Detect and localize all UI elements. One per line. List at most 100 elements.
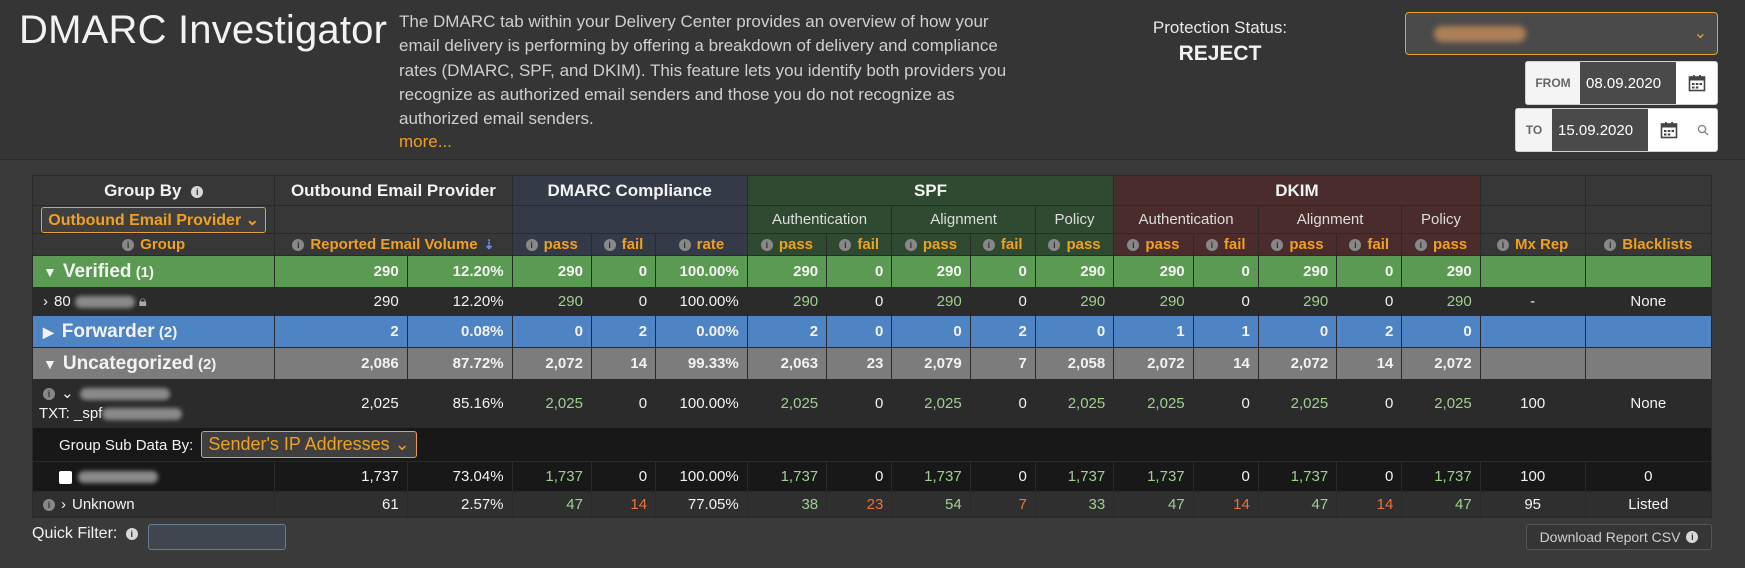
triangle-down-icon[interactable]: ▼	[43, 263, 57, 280]
group-by-header: Group By i	[31, 175, 276, 206]
dkim-authentication-header: Authentication	[1113, 205, 1259, 234]
mx-rep-header[interactable]: i Mx Rep	[1479, 233, 1586, 256]
info-icon[interactable]: i	[1127, 239, 1140, 251]
dmarc-pass-cell: 290	[511, 287, 592, 316]
dmarc-pass-cell: 1,737	[511, 461, 592, 492]
info-icon[interactable]: i	[43, 499, 55, 511]
chevron-right-icon[interactable]: ›	[43, 293, 48, 310]
group-name-cell[interactable]: ▼ Uncategorized (2)	[31, 347, 276, 380]
info-icon[interactable]: i	[760, 239, 773, 251]
fail-label: fail	[1000, 236, 1023, 253]
mx-rep-cell	[1479, 255, 1586, 288]
group-name-cell[interactable]: ▼ Verified (1)	[31, 255, 276, 288]
to-date-picker[interactable]: TO 15.09.2020	[1515, 108, 1718, 152]
info-icon[interactable]: i	[1271, 239, 1284, 251]
info-icon[interactable]: i	[525, 239, 538, 251]
info-icon[interactable]: i	[1414, 239, 1427, 251]
sub-group-select[interactable]: Sender's IP Addresses ⌄	[201, 431, 417, 458]
search-icon[interactable]	[1689, 109, 1717, 151]
dkim-auth-fail-cell: 0	[1192, 379, 1259, 428]
dkim-policy-pass-cell: 0	[1401, 315, 1481, 348]
info-icon[interactable]: i	[125, 528, 138, 540]
info-icon[interactable]: i	[982, 239, 995, 251]
download-csv-button[interactable]: Download Report CSV i	[1526, 524, 1712, 550]
dmarc-fail-cell: 2	[590, 315, 657, 348]
table-row[interactable]: i › Unknown 61 2.57% 47 14 77.05% 38 23 54…	[31, 491, 1713, 518]
group-row-verified[interactable]: ▼ Verified (1) 290 12.20% 290 0 100.00% 2…	[31, 255, 1713, 288]
spf-auth-fail-cell: 23	[826, 491, 893, 518]
volume-column-header[interactable]: i Reported Email Volume ⇣	[274, 233, 513, 256]
spf-auth-pass-cell: 1,737	[746, 461, 828, 492]
from-date-picker[interactable]: FROM 08.09.2020	[1525, 61, 1718, 105]
more-link[interactable]: more...	[399, 132, 452, 151]
chevron-down-icon: ⌄	[1693, 25, 1707, 42]
spf-align-fail-header[interactable]: i fail	[969, 233, 1036, 256]
dmarc-rate-cell: 99.33%	[655, 347, 748, 380]
from-date-input[interactable]: 08.09.2020	[1580, 62, 1676, 104]
dkim-align-pass-header[interactable]: i pass	[1257, 233, 1338, 256]
dmarc-pass-header[interactable]: i pass	[511, 233, 592, 256]
dkim-auth-fail-header[interactable]: i fail	[1192, 233, 1259, 256]
info-icon[interactable]: i	[1205, 239, 1218, 251]
info-icon[interactable]: i	[839, 239, 852, 251]
volume-column-label: Reported Email Volume	[310, 236, 478, 253]
ip-address-cell[interactable]	[31, 461, 276, 492]
group-by-select[interactable]: Outbound Email Provider ⌄	[41, 206, 267, 233]
info-icon[interactable]: i	[292, 239, 305, 251]
spf-auth-fail-cell: 0	[826, 315, 893, 348]
triangle-right-icon[interactable]: ▶	[43, 323, 54, 340]
pass-label: pass	[543, 236, 578, 253]
info-icon[interactable]: i	[43, 387, 55, 400]
blacklists-header[interactable]: i Blacklists	[1584, 233, 1713, 256]
info-icon[interactable]: i	[122, 239, 135, 251]
spf-align-fail-cell: 7	[969, 491, 1036, 518]
group-name-cell[interactable]: ▶ Forwarder (2)	[31, 315, 276, 348]
dmarc-rate-header[interactable]: i rate	[655, 233, 748, 256]
spf-auth-pass-header[interactable]: i pass	[746, 233, 828, 256]
sort-desc-icon[interactable]: ⇣	[483, 237, 495, 252]
table-row[interactable]: › 80 🔒︎ 290 12.20% 290 0 100.00% 290 0 290…	[31, 287, 1713, 316]
info-icon[interactable]: i	[191, 185, 204, 198]
to-date-input[interactable]: 15.09.2020	[1552, 109, 1648, 151]
dmarc-pass-cell: 47	[511, 491, 592, 518]
quick-filter-input[interactable]	[148, 524, 286, 550]
calendar-icon[interactable]	[1648, 109, 1689, 151]
info-icon[interactable]: i	[1686, 531, 1699, 543]
info-icon[interactable]: i	[904, 239, 917, 251]
dmarc-fail-header[interactable]: i fail	[590, 233, 657, 256]
table-row[interactable]: i ⌄ TXT: _spf 2,025 85.16% 2,025 0 100.00…	[31, 379, 1713, 428]
domain-select[interactable]: ⌄	[1405, 12, 1718, 55]
dmarc-rate-cell: 100.00%	[655, 379, 748, 428]
calendar-icon[interactable]	[1676, 62, 1717, 104]
provider-name-cell[interactable]: i › Unknown	[31, 491, 276, 518]
spf-policy-pass-header[interactable]: i pass	[1034, 233, 1115, 256]
group-column-header[interactable]: i Group	[31, 233, 276, 256]
chevron-down-icon[interactable]: ⌄	[61, 384, 74, 402]
dkim-align-fail-header[interactable]: i fail	[1336, 233, 1403, 256]
info-icon[interactable]: i	[1604, 239, 1617, 251]
group-row-forwarder[interactable]: ▶ Forwarder (2) 2 0.08% 0 2 0.00% 2 0 0 2…	[31, 315, 1713, 348]
group-row-uncategorized[interactable]: ▼ Uncategorized (2) 2,086 87.72% 2,072 14…	[31, 347, 1713, 380]
provider-name-cell[interactable]: › 80 🔒︎	[31, 287, 276, 316]
dkim-auth-pass-header[interactable]: i pass	[1113, 233, 1194, 256]
info-icon[interactable]: i	[678, 239, 691, 251]
info-icon[interactable]: i	[1496, 239, 1509, 251]
info-icon[interactable]: i	[603, 239, 616, 251]
provider-subheader-spacer	[274, 205, 513, 234]
protection-status-label: Protection Status:	[1152, 18, 1288, 37]
info-icon[interactable]: i	[1048, 239, 1061, 251]
provider-name-cell[interactable]: i ⌄ TXT: _spf	[31, 379, 276, 428]
sub-group-cell: Group Sub Data By: Sender's IP Addresses…	[32, 427, 1712, 462]
dkim-policy-pass-header[interactable]: i pass	[1401, 233, 1481, 256]
chevron-right-icon[interactable]: ›	[61, 496, 66, 513]
spf-align-pass-header[interactable]: i pass	[891, 233, 971, 256]
info-icon[interactable]: i	[1349, 239, 1362, 251]
percent-cell: 12.20%	[406, 255, 513, 288]
table-row[interactable]: 1,737 73.04% 1,737 0 100.00% 1,737 0 1,7…	[31, 461, 1713, 492]
checkbox[interactable]	[59, 470, 72, 484]
percent-cell: 87.72%	[406, 347, 513, 380]
dkim-align-fail-cell: 14	[1336, 347, 1403, 380]
spf-auth-fail-header[interactable]: i fail	[826, 233, 893, 256]
triangle-down-icon[interactable]: ▼	[43, 355, 57, 372]
dmarc-rate-cell: 77.05%	[655, 491, 748, 518]
